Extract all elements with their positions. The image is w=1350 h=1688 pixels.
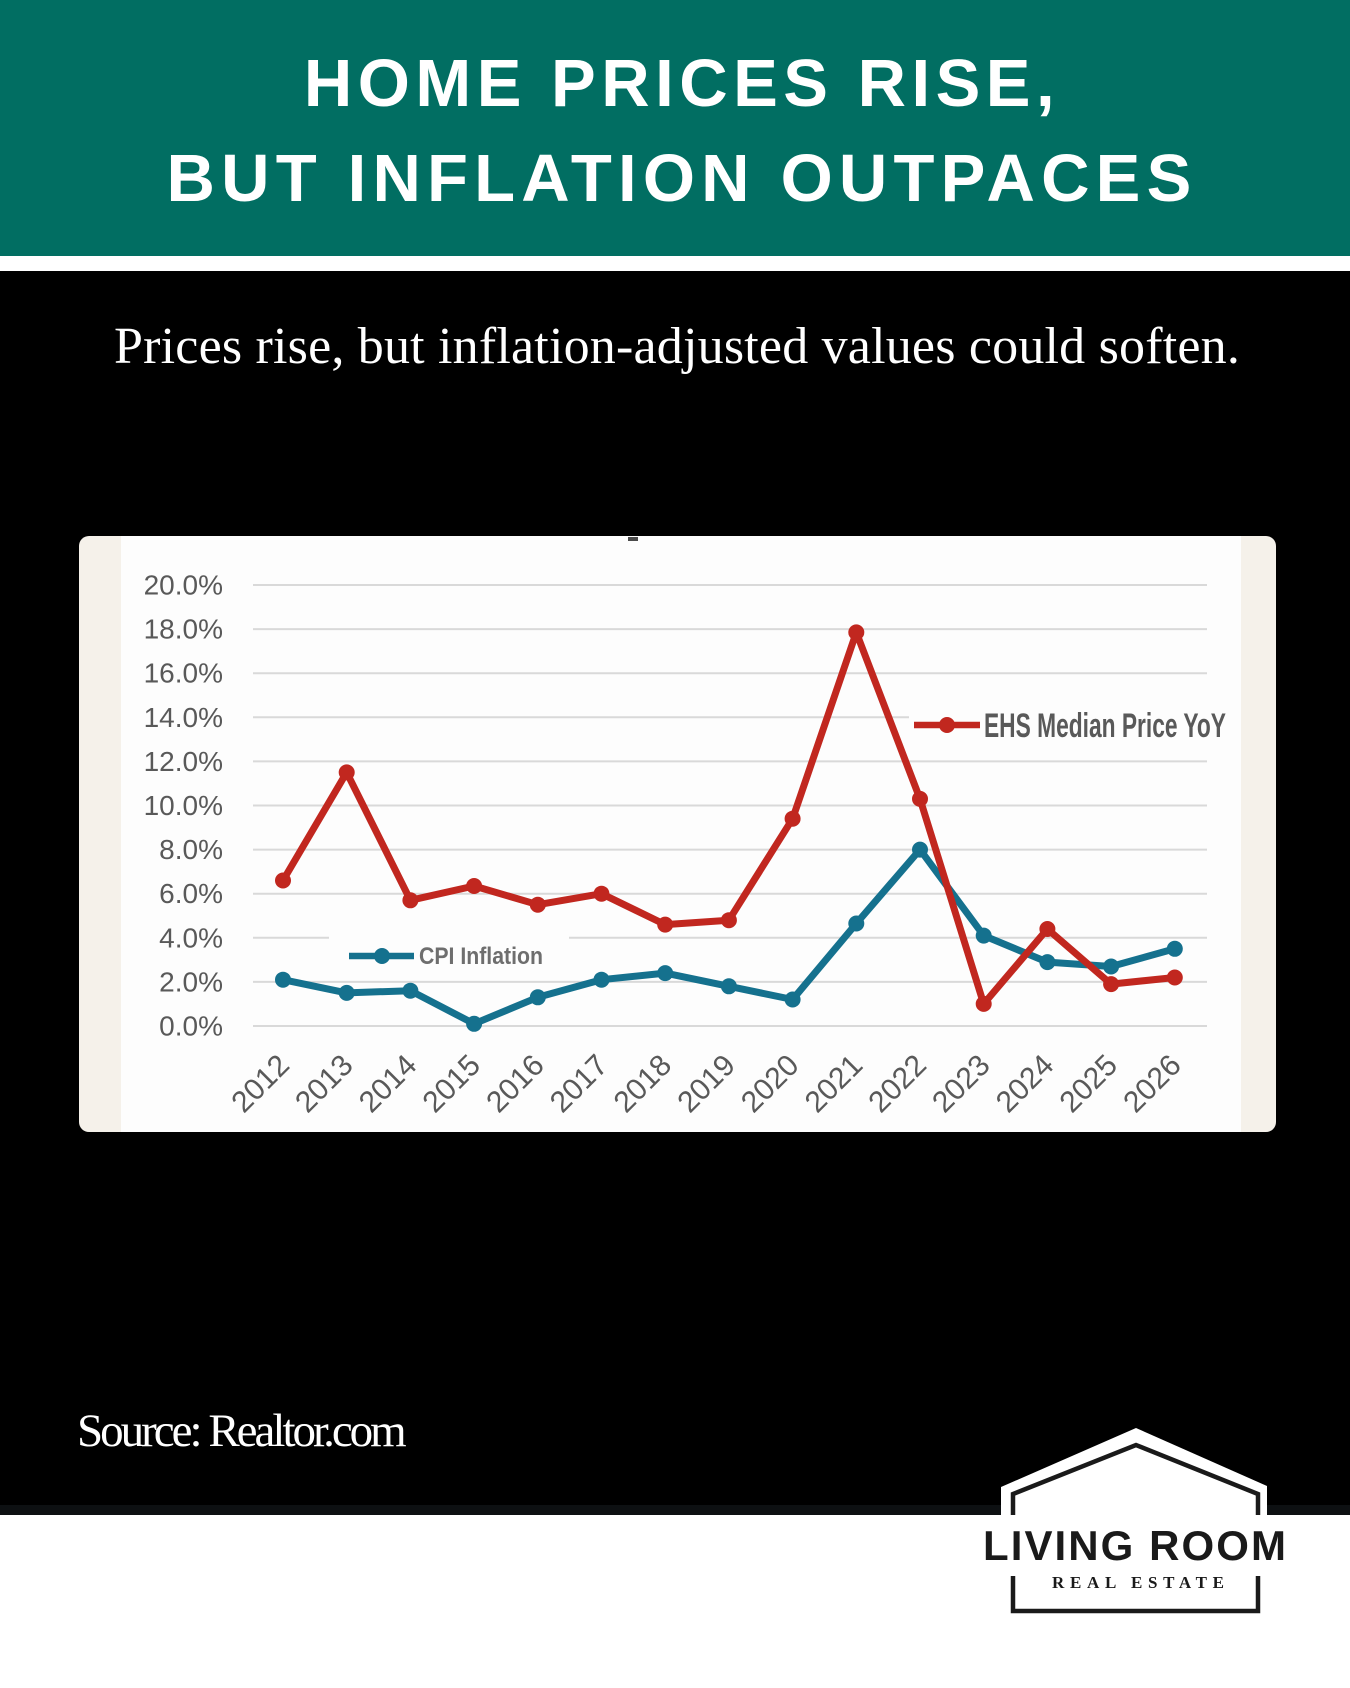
svg-text:2025: 2025 [1054,1049,1125,1120]
svg-text:2012: 2012 [225,1049,296,1120]
svg-text:2020: 2020 [735,1049,806,1120]
svg-text:4.0%: 4.0% [159,922,223,953]
svg-text:0.0%: 0.0% [159,1011,223,1042]
svg-text:LIVING ROOM: LIVING ROOM [983,1522,1286,1569]
svg-text:20.0%: 20.0% [144,570,223,601]
svg-text:REAL ESTATE: REAL ESTATE [1052,1573,1224,1592]
svg-text:6.0%: 6.0% [159,878,223,909]
svg-text:2022: 2022 [862,1049,933,1120]
svg-text:8.0%: 8.0% [159,834,223,865]
svg-text:2018: 2018 [608,1049,679,1120]
svg-text:2016: 2016 [480,1049,551,1120]
svg-text:2024: 2024 [990,1049,1061,1120]
svg-text:EHS Median Price YoY: EHS Median Price YoY [984,707,1226,745]
svg-text:2015: 2015 [417,1049,488,1120]
svg-text:12.0%: 12.0% [144,746,223,777]
svg-text:2026: 2026 [1117,1049,1188,1120]
svg-text:14.0%: 14.0% [144,702,223,733]
svg-text:CPI Inflation: CPI Inflation [419,943,543,970]
svg-text:2019: 2019 [671,1049,742,1120]
svg-text:2013: 2013 [289,1049,360,1120]
svg-text:16.0%: 16.0% [144,658,223,689]
svg-text:2017: 2017 [544,1049,615,1120]
svg-text:2021: 2021 [799,1049,870,1120]
svg-text:10.0%: 10.0% [144,790,223,821]
svg-text:2.0%: 2.0% [159,966,223,997]
svg-text:2014: 2014 [353,1049,424,1120]
svg-text:18.0%: 18.0% [144,614,223,645]
svg-text:2023: 2023 [926,1049,997,1120]
